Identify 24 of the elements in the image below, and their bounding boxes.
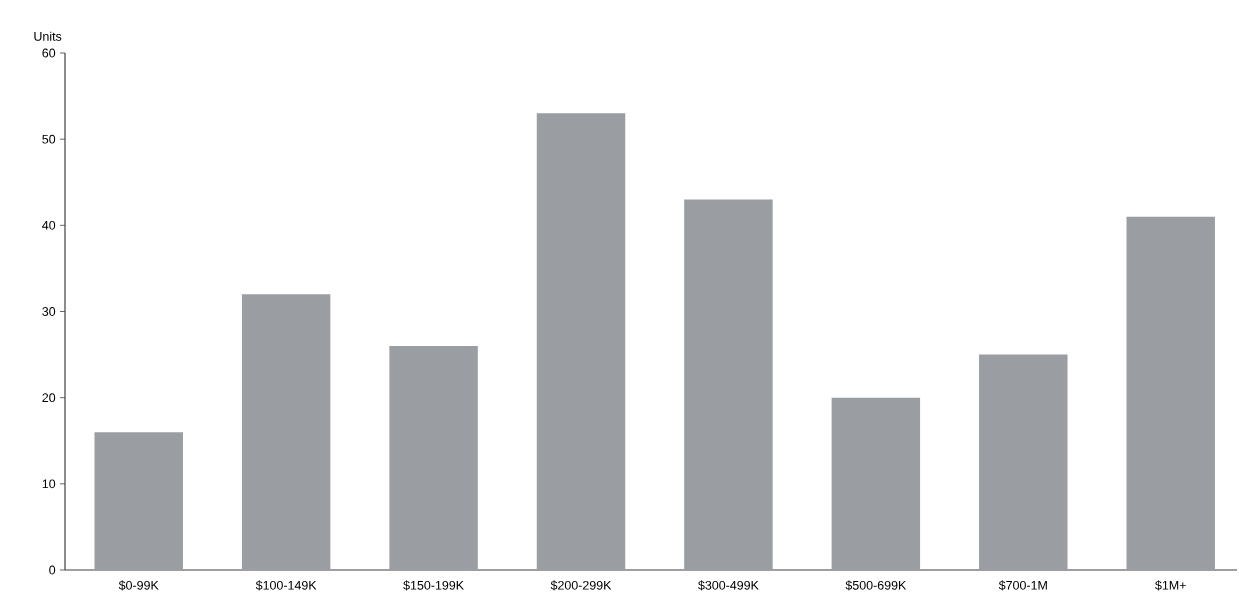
x-tick-label: $0-99K <box>118 580 159 591</box>
x-tick-label: $1M+ <box>1155 580 1186 591</box>
y-tick-label: 10 <box>42 479 56 489</box>
bar <box>831 397 921 570</box>
bar <box>241 294 331 570</box>
y-axis-title: Units <box>34 31 62 41</box>
bar <box>1126 216 1215 570</box>
x-tick-label: $300-499K <box>698 580 759 591</box>
bar <box>684 199 773 570</box>
bar <box>536 113 626 570</box>
y-tick-label: 40 <box>42 220 56 230</box>
x-tick-label: $700-1M <box>998 580 1047 591</box>
bar <box>94 432 183 570</box>
x-tick-label: $500-699K <box>845 580 907 591</box>
bar <box>979 354 1068 570</box>
y-tick-label: 20 <box>42 393 56 403</box>
x-tick-label: $100-149K <box>255 580 317 591</box>
x-tick-label: $150-199K <box>403 580 464 591</box>
x-tick-label: $200-299K <box>550 580 612 591</box>
y-tick-label: 30 <box>42 307 56 316</box>
bar <box>389 345 478 570</box>
y-tick-label: 0 <box>49 565 56 575</box>
y-tick-label: 50 <box>42 134 56 144</box>
y-tick-label: 60 <box>42 48 56 58</box>
